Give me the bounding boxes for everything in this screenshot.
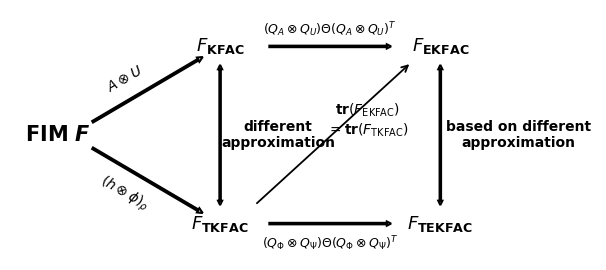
Polygon shape — [438, 65, 442, 205]
Polygon shape — [92, 57, 203, 123]
Text: different
approximation: different approximation — [221, 120, 335, 150]
Text: $F_{\mathbf{EKFAC}}$: $F_{\mathbf{EKFAC}}$ — [411, 36, 469, 56]
Text: $(Q_\Phi \otimes Q_\Psi)\Theta(Q_\Phi \otimes Q_\Psi)^T$: $(Q_\Phi \otimes Q_\Psi)\Theta(Q_\Phi \o… — [262, 234, 398, 253]
Text: $F_{\mathbf{TEKFAC}}$: $F_{\mathbf{TEKFAC}}$ — [407, 214, 473, 234]
Text: $F_{\mathbf{KFAC}}$: $F_{\mathbf{KFAC}}$ — [196, 36, 245, 56]
Text: $A \otimes U$: $A \otimes U$ — [104, 63, 145, 94]
Polygon shape — [270, 44, 391, 49]
Polygon shape — [92, 147, 203, 213]
Text: $(Q_A \otimes Q_U)\Theta(Q_A \otimes Q_U)^T$: $(Q_A \otimes Q_U)\Theta(Q_A \otimes Q_U… — [264, 20, 397, 39]
Text: $\mathbf{FIM}\ \boldsymbol{F}$: $\mathbf{FIM}\ \boldsymbol{F}$ — [25, 125, 91, 145]
Text: $F_{\mathbf{TKFAC}}$: $F_{\mathbf{TKFAC}}$ — [191, 214, 249, 234]
Polygon shape — [218, 65, 222, 205]
Polygon shape — [270, 221, 391, 226]
Text: $(h \otimes \phi)_\rho$: $(h \otimes \phi)_\rho$ — [96, 172, 153, 216]
Text: based on different
approximation: based on different approximation — [446, 120, 591, 150]
Text: $\mathbf{tr}(F_{\mathrm{EKFAC}})$
$= \mathbf{tr}(F_{\mathrm{TKFAC}})$: $\mathbf{tr}(F_{\mathrm{EKFAC}})$ $= \ma… — [327, 102, 409, 139]
